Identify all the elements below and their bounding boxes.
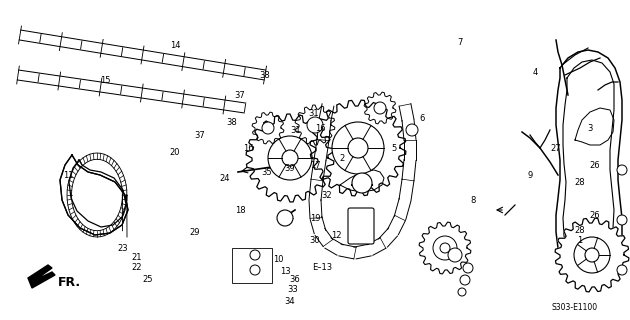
Circle shape <box>250 265 260 275</box>
Text: 7: 7 <box>457 37 462 46</box>
Text: 20: 20 <box>169 148 180 156</box>
Polygon shape <box>28 265 55 288</box>
Circle shape <box>348 138 368 158</box>
Polygon shape <box>295 105 335 145</box>
Circle shape <box>585 248 599 262</box>
Circle shape <box>374 102 386 114</box>
FancyBboxPatch shape <box>348 208 374 244</box>
Circle shape <box>307 117 323 133</box>
Circle shape <box>332 122 384 174</box>
Text: 22: 22 <box>132 263 142 273</box>
Text: 9: 9 <box>527 171 532 180</box>
Circle shape <box>268 136 312 180</box>
Text: 30: 30 <box>310 236 320 244</box>
Text: 35: 35 <box>261 167 272 177</box>
Polygon shape <box>364 92 396 124</box>
Text: 11: 11 <box>63 171 73 180</box>
Polygon shape <box>246 114 334 202</box>
Text: 23: 23 <box>118 244 129 252</box>
Text: 8: 8 <box>471 196 476 204</box>
Text: 5: 5 <box>391 143 397 153</box>
Text: 26: 26 <box>590 161 600 170</box>
Circle shape <box>617 215 627 225</box>
Text: 26: 26 <box>590 211 600 220</box>
Text: 16: 16 <box>243 143 253 153</box>
Text: 36: 36 <box>290 276 301 284</box>
Text: 34: 34 <box>285 298 295 307</box>
Circle shape <box>460 275 470 285</box>
Text: 1: 1 <box>577 236 583 244</box>
Text: 16: 16 <box>315 124 325 132</box>
Polygon shape <box>556 50 622 278</box>
Text: 14: 14 <box>169 41 180 50</box>
Circle shape <box>433 236 457 260</box>
Text: 39: 39 <box>285 164 295 172</box>
Text: 37: 37 <box>195 131 205 140</box>
Text: 6: 6 <box>420 114 425 123</box>
Text: 27: 27 <box>551 143 561 153</box>
Circle shape <box>352 173 372 193</box>
Circle shape <box>458 288 466 296</box>
Text: 24: 24 <box>220 173 230 182</box>
Circle shape <box>463 263 473 273</box>
Text: 4: 4 <box>532 68 537 76</box>
Text: 32: 32 <box>322 190 332 199</box>
Text: 3: 3 <box>587 124 593 132</box>
Text: 31: 31 <box>309 108 319 117</box>
Circle shape <box>574 237 610 273</box>
Text: 12: 12 <box>331 230 341 239</box>
Polygon shape <box>555 218 629 292</box>
Text: 28: 28 <box>575 178 585 187</box>
Text: 38: 38 <box>260 70 270 79</box>
Text: 19: 19 <box>310 213 320 222</box>
Circle shape <box>262 122 274 134</box>
Circle shape <box>440 243 450 253</box>
Circle shape <box>617 265 627 275</box>
Text: 10: 10 <box>273 255 284 265</box>
Circle shape <box>282 150 298 166</box>
Circle shape <box>277 210 293 226</box>
Text: FR.: FR. <box>58 276 81 289</box>
Circle shape <box>617 165 627 175</box>
Text: E–13: E–13 <box>312 263 332 273</box>
Text: 25: 25 <box>143 276 153 284</box>
Text: 15: 15 <box>100 76 110 84</box>
Text: 29: 29 <box>190 228 200 236</box>
Polygon shape <box>310 100 406 196</box>
Polygon shape <box>419 222 471 274</box>
Text: 28: 28 <box>575 226 585 235</box>
Text: 33: 33 <box>288 285 299 294</box>
Text: 17: 17 <box>310 161 320 170</box>
Polygon shape <box>252 112 284 144</box>
Text: 37: 37 <box>234 91 245 100</box>
Circle shape <box>250 250 260 260</box>
Text: 18: 18 <box>235 205 245 214</box>
Circle shape <box>448 248 462 262</box>
Circle shape <box>406 124 418 136</box>
Text: S303-E1100: S303-E1100 <box>552 303 598 313</box>
Text: 2: 2 <box>340 154 345 163</box>
Text: 38: 38 <box>227 117 238 126</box>
Text: 21: 21 <box>132 253 142 262</box>
Bar <box>232 248 272 283</box>
Text: 13: 13 <box>280 268 290 276</box>
Text: 31: 31 <box>290 125 301 134</box>
